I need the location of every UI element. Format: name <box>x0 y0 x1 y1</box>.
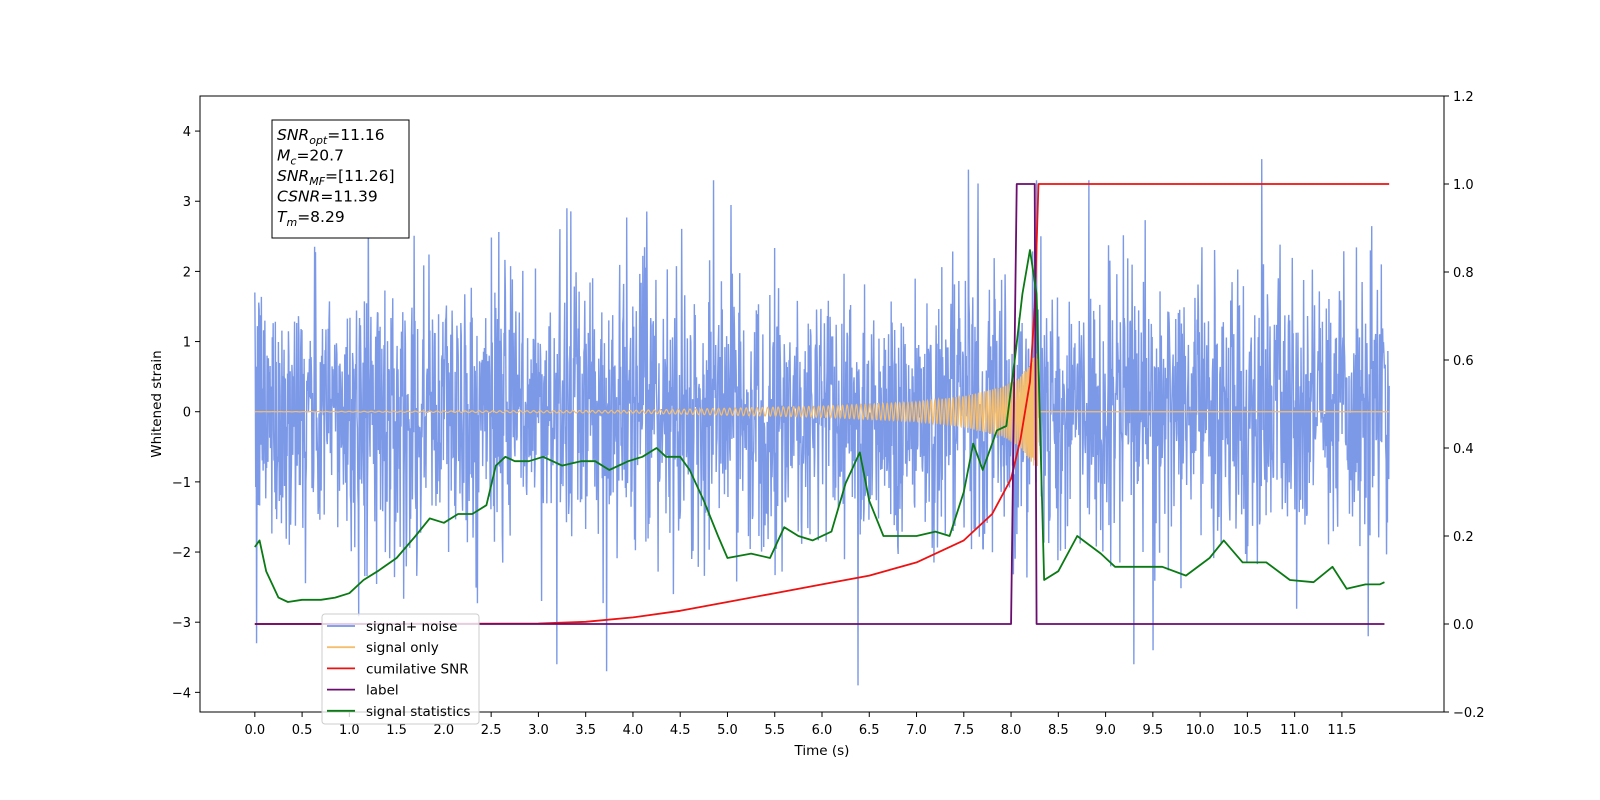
annotation-line: SNRopt=11.16 <box>277 126 385 147</box>
series-line-signal-noise <box>254 159 1390 686</box>
y-tick-label-left: −3 <box>172 616 191 631</box>
x-tick-label: 2.0 <box>434 723 455 738</box>
x-tick-label: 3.0 <box>528 723 549 738</box>
x-tick-label: 7.5 <box>953 723 974 738</box>
x-tick-label: 7.0 <box>906 723 927 738</box>
y-axis-right: −0.2 0.0 0.2 0.4 0.6 0.8 1.0 1.2 <box>1444 90 1485 721</box>
legend-label: signal+ noise <box>366 619 457 635</box>
series-line-signal-statistics <box>254 249 1385 603</box>
x-tick-label: 11.5 <box>1327 723 1356 738</box>
y-tick-label-left: 2 <box>183 265 191 280</box>
x-tick-label: 9.5 <box>1143 723 1164 738</box>
annotation-line: Mc=20.7 <box>277 147 344 168</box>
x-tick-label: 8.5 <box>1048 723 1069 738</box>
x-tick-label: 6.5 <box>859 723 880 738</box>
x-tick-label: 1.0 <box>339 723 360 738</box>
y-tick-label-left: 0 <box>183 406 191 421</box>
y-tick-label-right: −0.2 <box>1453 706 1485 721</box>
y-tick-label-left: −4 <box>172 686 191 701</box>
y-tick-label-right: 0.8 <box>1453 266 1474 281</box>
x-tick-label: 6.0 <box>812 723 833 738</box>
y-axis-left: −4 −3 −2 −1 0 1 2 3 4 <box>172 125 200 701</box>
y-tick-label-left: −2 <box>172 546 191 561</box>
x-tick-label: 11.0 <box>1280 723 1309 738</box>
x-tick-label: 5.0 <box>717 723 738 738</box>
x-tick-label: 0.0 <box>244 723 265 738</box>
y-tick-label-right: 1.2 <box>1453 90 1474 105</box>
legend-label: signal only <box>366 640 439 656</box>
y-tick-label-left: −1 <box>172 476 191 491</box>
x-axis-label: Time (s) <box>794 743 850 759</box>
annotation-line: Tm=8.29 <box>277 208 345 229</box>
x-tick-label: 10.5 <box>1233 723 1262 738</box>
y-tick-label-left: 3 <box>183 195 191 210</box>
y-tick-label-left: 4 <box>183 125 191 140</box>
legend-label: label <box>366 683 399 699</box>
annotation-frame <box>271 119 410 239</box>
legend-frame <box>321 613 480 725</box>
y-tick-label-right: 0.4 <box>1453 442 1474 457</box>
x-tick-label: 8.0 <box>1001 723 1022 738</box>
x-tick-label: 3.5 <box>575 723 596 738</box>
y-tick-label-right: 0.6 <box>1453 354 1474 369</box>
y-tick-label-right: 0.0 <box>1453 618 1474 633</box>
y-tick-label-right: 0.2 <box>1453 530 1474 545</box>
y-tick-label-left: 1 <box>183 336 191 351</box>
series-line-label <box>254 183 1385 625</box>
x-tick-label: 4.5 <box>670 723 691 738</box>
x-tick-label: 5.5 <box>764 723 785 738</box>
x-axis: 0.0 0.5 1.0 1.5 2.0 2.5 3.0 3.5 4.0 4.5 5.0 5.5 6.0 6… <box>244 712 1356 738</box>
x-tick-label: 0.5 <box>292 723 313 738</box>
x-tick-label: 4.0 <box>623 723 644 738</box>
legend-label: cumilative SNR <box>366 661 469 677</box>
x-tick-label: 1.5 <box>386 723 407 738</box>
x-tick-label: 9.0 <box>1095 723 1116 738</box>
legend: signal+ noise signal only cumilative SNR la… <box>321 613 480 725</box>
annotation-line: SNRMF=[11.26] <box>277 167 395 188</box>
y-tick-label-right: 1.0 <box>1453 178 1474 193</box>
y-axis-label-left: Whitened strain <box>149 350 165 457</box>
annotation-line: CSNR=11.39 <box>277 188 378 206</box>
series-line-signal-only <box>254 353 1390 471</box>
annotation-box: SNRopt=11.16Mc=20.7SNRMF=[11.26]CSNR=11.… <box>271 119 410 239</box>
x-tick-label: 10.0 <box>1186 723 1215 738</box>
series-layer <box>254 159 1390 686</box>
legend-label: signal statistics <box>366 704 470 720</box>
x-tick-label: 2.5 <box>481 723 502 738</box>
